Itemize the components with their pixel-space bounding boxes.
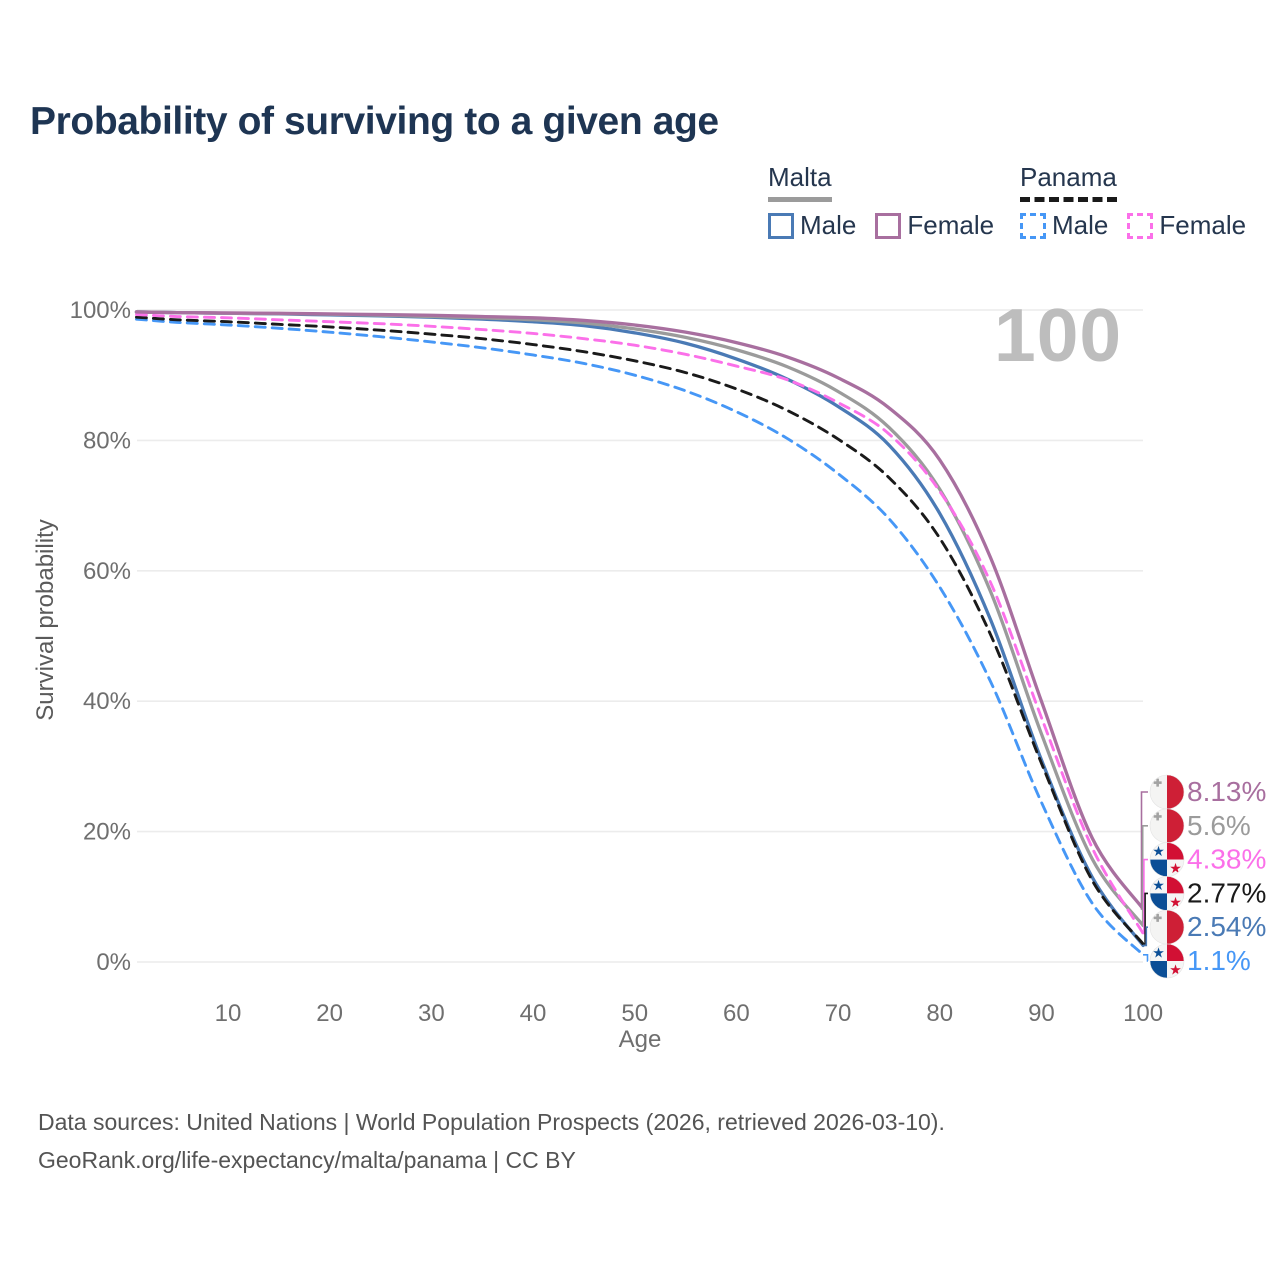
- legend-item-label: Female: [1159, 210, 1247, 240]
- legend-row-panama: Male Female: [1020, 210, 1265, 241]
- legend-item-label: Female: [907, 210, 995, 240]
- x-tick-label: 90: [1028, 1000, 1055, 1027]
- page-title: Probability of surviving to a given age: [30, 100, 719, 144]
- footer: Data sources: United Nations | World Pop…: [38, 1103, 945, 1179]
- x-tick-label: 60: [723, 1000, 750, 1027]
- malta-male-swatch-icon: [768, 212, 794, 239]
- end-label-connector: [1143, 926, 1148, 947]
- svg-text:★: ★: [1169, 962, 1182, 978]
- x-axis-title: Age: [618, 1026, 662, 1053]
- panama-flag-icon: ★★: [1149, 842, 1185, 877]
- end-value-label-malta-male: 2.54%: [1187, 911, 1266, 942]
- svg-text:★: ★: [1169, 860, 1182, 876]
- footer-attribution-link: GeoRank.org/life-expectancy/malta/panama…: [38, 1147, 576, 1173]
- y-tick-label: 40%: [83, 688, 131, 715]
- series-line-panama[interactable]: [135, 315, 1145, 946]
- series-line-panama-female[interactable]: [135, 313, 1145, 935]
- series-line-panama-male[interactable]: [135, 317, 1145, 957]
- y-tick-label: 100%: [70, 297, 131, 324]
- series-line-malta-male[interactable]: [134, 310, 1145, 948]
- footer-data-sources: Data sources: United Nations | World Pop…: [38, 1109, 945, 1135]
- end-value-label-panama-male: 1.1%: [1187, 945, 1251, 976]
- legend-item-panama-male[interactable]: Male: [1020, 210, 1108, 241]
- x-tick-label: 80: [926, 1000, 953, 1027]
- x-tick-label: 10: [215, 1000, 242, 1027]
- legend-item-malta-female[interactable]: Female: [875, 210, 994, 241]
- malta-flag-icon: [1149, 808, 1185, 844]
- legend-group-panama-label[interactable]: Panama: [1020, 162, 1117, 202]
- legend-item-label: Male: [1052, 210, 1109, 240]
- x-tick-label: 70: [825, 1000, 852, 1027]
- end-value-label-panama-female: 4.38%: [1187, 844, 1266, 875]
- x-tick-label: 100: [1123, 1000, 1163, 1027]
- x-tick-label: 50: [621, 1000, 648, 1027]
- legend-group-malta: Malta Male Female: [768, 162, 1013, 241]
- end-value-label-malta: 5.6%: [1187, 810, 1251, 841]
- x-tick-label: 30: [418, 1000, 445, 1027]
- svg-text:★: ★: [1169, 894, 1182, 910]
- end-label-connector: [1141, 825, 1148, 927]
- y-tick-label: 0%: [96, 949, 131, 976]
- legend-group-panama: Panama Male Female: [1020, 162, 1265, 241]
- end-label-connector: [1143, 858, 1148, 935]
- end-value-label-malta-female: 8.13%: [1187, 776, 1266, 807]
- malta-flag-icon: [1149, 774, 1185, 810]
- panama-flag-icon: ★★: [1149, 943, 1185, 979]
- hovered-age-watermark: 100: [994, 293, 1123, 377]
- legend-item-malta-male[interactable]: Male: [768, 210, 856, 241]
- legend-row-malta: Male Female: [768, 210, 1013, 241]
- x-tick-label: 20: [316, 1000, 343, 1027]
- end-label-connector: [1143, 892, 1148, 945]
- legend-item-panama-female[interactable]: Female: [1127, 210, 1246, 241]
- panama-female-swatch-icon: [1127, 212, 1154, 239]
- legend-item-label: Male: [800, 210, 857, 240]
- svg-text:★: ★: [1152, 945, 1165, 961]
- y-tick-label: 80%: [83, 427, 131, 454]
- series-line-malta[interactable]: [134, 310, 1145, 928]
- panama-flag-icon: ★★: [1149, 876, 1185, 911]
- y-tick-label: 20%: [83, 819, 131, 846]
- x-tick-label: 40: [520, 1000, 547, 1027]
- malta-female-swatch-icon: [875, 212, 902, 239]
- panama-male-swatch-icon: [1020, 212, 1046, 239]
- svg-text:★: ★: [1152, 843, 1165, 859]
- y-tick-label: 60%: [83, 558, 131, 585]
- malta-flag-icon: [1149, 909, 1185, 945]
- end-value-label-panama: 2.77%: [1187, 877, 1266, 908]
- legend-group-malta-label[interactable]: Malta: [768, 162, 832, 202]
- series-line-malta-female[interactable]: [134, 310, 1145, 911]
- end-label-connector: [1143, 954, 1149, 962]
- svg-text:★: ★: [1152, 877, 1165, 893]
